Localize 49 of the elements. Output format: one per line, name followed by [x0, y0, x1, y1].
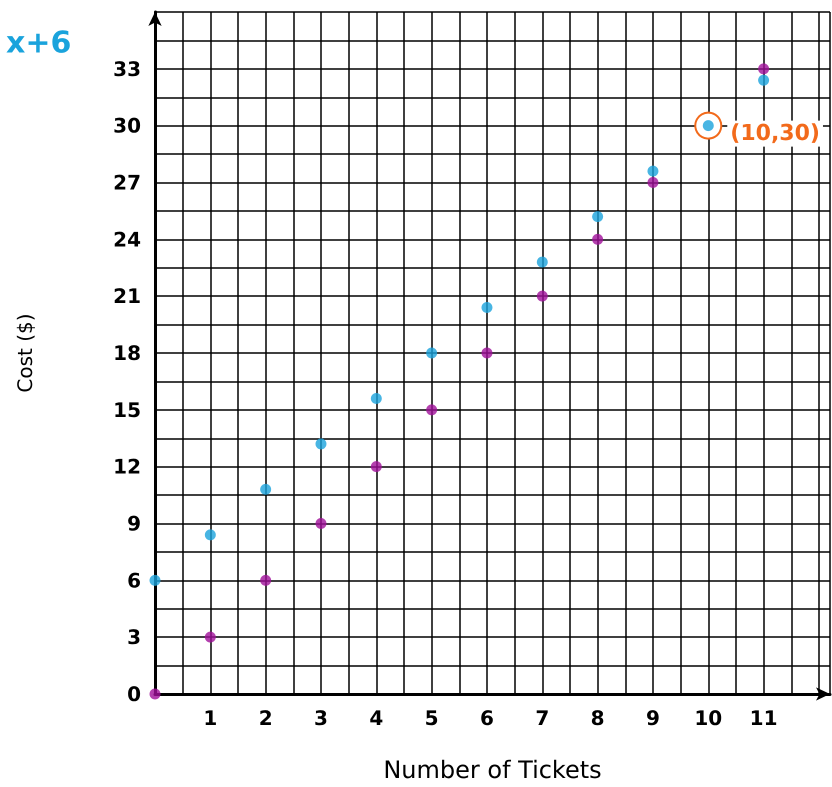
- y-tick-label: 18: [113, 341, 141, 365]
- point: [481, 348, 492, 358]
- y-tick-label: 24: [113, 227, 141, 252]
- y-tick-label: 21: [113, 284, 141, 308]
- x-tick-label: 5: [424, 706, 439, 730]
- x-tick-label: 3: [314, 706, 328, 730]
- point: [758, 74, 770, 86]
- text: x+6: [6, 26, 72, 60]
- point: [150, 688, 160, 700]
- y-tick-label: 15: [113, 398, 141, 422]
- x-tick-label: 7: [535, 706, 550, 730]
- point: [204, 632, 216, 643]
- point: [426, 348, 438, 358]
- x-tick-label: 6: [480, 706, 494, 730]
- y-tick-label: 0: [127, 682, 141, 706]
- point: [370, 461, 382, 472]
- point: [592, 211, 604, 222]
- point: [758, 63, 770, 74]
- y-axis-title: Cost ($): [13, 313, 37, 393]
- point: [315, 438, 326, 450]
- annotation: (10,30): [730, 121, 820, 146]
- point: [260, 574, 272, 586]
- x-tick-label: 8: [590, 706, 605, 730]
- x-tick-label: 11: [750, 706, 778, 730]
- point: [260, 484, 272, 495]
- point: [204, 529, 216, 540]
- y-tick-label: 9: [127, 512, 141, 536]
- x-tick-label: 4: [369, 706, 384, 730]
- point: [370, 392, 382, 404]
- point: [536, 256, 548, 268]
- y-tick-label: 3: [127, 625, 141, 650]
- y-tick-label: 12: [113, 454, 141, 479]
- point: [536, 290, 548, 302]
- x-tick-label: 9: [646, 706, 660, 730]
- point: [315, 518, 326, 529]
- point: [647, 177, 658, 188]
- point: [150, 574, 160, 586]
- x-tick-label: 1: [203, 706, 218, 730]
- x-tick-label: 10: [694, 706, 722, 730]
- point: [481, 302, 492, 314]
- point: [426, 404, 438, 416]
- point: [592, 234, 604, 245]
- x-tick-label: 2: [258, 706, 273, 730]
- y-tick-label: 30: [113, 114, 141, 138]
- point: [647, 166, 658, 177]
- y-tick-label: 33: [113, 56, 141, 81]
- x-axis-title: Number of Tickets: [383, 756, 602, 784]
- y-tick-label: 6: [127, 568, 141, 592]
- y-tick-label: 27: [113, 170, 141, 194]
